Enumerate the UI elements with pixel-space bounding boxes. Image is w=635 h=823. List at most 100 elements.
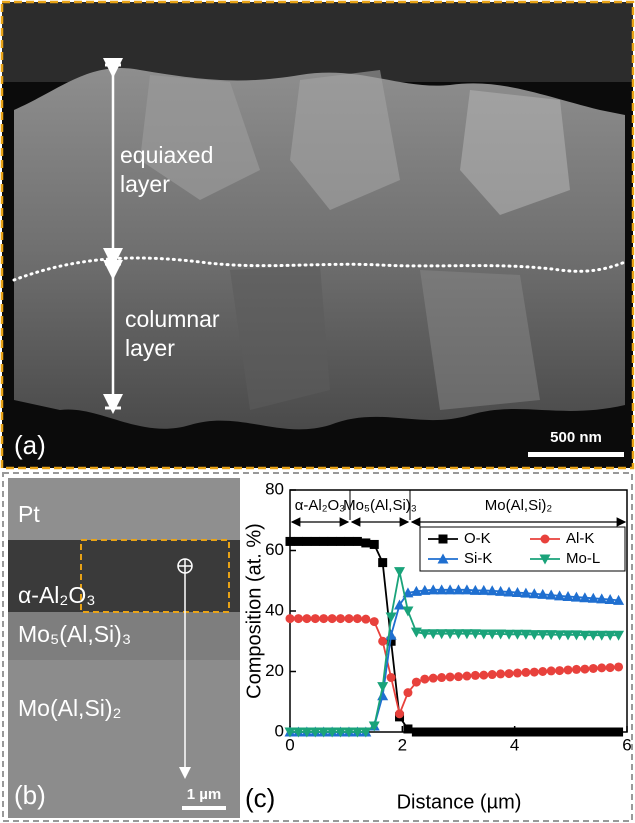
panel-a: equiaxed layer columnar layer (a) 500 nm	[2, 2, 633, 468]
data-point	[479, 671, 488, 680]
phase-label: Pt	[18, 501, 40, 527]
data-point	[302, 537, 311, 546]
pt-layer	[8, 478, 240, 540]
data-point	[555, 666, 564, 675]
data-point	[370, 617, 379, 626]
plot-frame	[290, 490, 627, 732]
data-point	[377, 682, 388, 692]
data-point	[294, 614, 303, 623]
data-point	[286, 537, 295, 546]
data-point	[336, 614, 345, 623]
data-point	[462, 728, 471, 737]
scale-bar	[182, 806, 226, 810]
phase-label: α-Al₂O₃	[18, 582, 96, 608]
x-tick-label: 0	[285, 735, 294, 754]
data-point	[446, 672, 455, 681]
data-point	[471, 728, 480, 737]
data-point	[412, 728, 421, 737]
grain	[420, 270, 540, 410]
y-tick-label: 80	[265, 479, 284, 498]
data-point	[572, 728, 581, 737]
data-point	[420, 728, 429, 737]
y-tick-label: 60	[265, 540, 284, 559]
data-point	[286, 614, 295, 623]
chart: 0204060800246α-Al₂O₃Mo₅(Al,Si)₃Mo(Al,Si)…	[265, 479, 632, 754]
data-point	[462, 672, 471, 681]
annotation: layer	[125, 335, 175, 361]
data-point	[319, 614, 328, 623]
x-axis-title: Distance (µm)	[397, 791, 522, 813]
y-tick-label: 40	[265, 600, 284, 619]
data-point	[564, 728, 573, 737]
data-point	[437, 673, 446, 682]
data-point	[420, 675, 429, 684]
data-point	[488, 728, 497, 737]
data-point	[454, 728, 463, 737]
data-point	[378, 558, 387, 567]
data-point	[513, 669, 522, 678]
data-point	[547, 728, 556, 737]
data-point	[471, 671, 480, 680]
data-point	[479, 728, 488, 737]
data-point	[412, 678, 421, 687]
y-tick-label: 0	[275, 721, 284, 740]
data-point	[361, 615, 370, 624]
data-point	[311, 614, 320, 623]
data-point	[344, 537, 353, 546]
data-point	[521, 728, 530, 737]
data-point	[538, 728, 547, 737]
phase-label: Mo₅(Al,Si)₃	[18, 621, 131, 647]
data-point	[614, 662, 623, 671]
data-point	[336, 537, 345, 546]
data-point	[505, 669, 514, 678]
data-point	[437, 728, 446, 737]
annotation: layer	[120, 171, 170, 197]
legend-label: O-K	[464, 530, 491, 547]
legend-marker	[439, 535, 448, 544]
data-point	[580, 728, 589, 737]
data-point	[597, 728, 606, 737]
data-point	[513, 728, 522, 737]
data-point	[597, 663, 606, 672]
legend-label: Al-K	[566, 530, 594, 547]
data-point	[521, 668, 530, 677]
data-point	[402, 607, 413, 617]
x-tick-label: 2	[398, 735, 407, 754]
annotation: columnar	[125, 306, 220, 332]
region-label: Mo₅(Al,Si)₃	[343, 497, 417, 514]
data-point	[589, 728, 598, 737]
data-point	[328, 537, 337, 546]
data-point	[488, 670, 497, 679]
annotation: equiaxed	[120, 142, 213, 168]
data-point	[403, 688, 412, 697]
data-point	[555, 728, 564, 737]
data-point	[378, 637, 387, 646]
data-point	[353, 537, 362, 546]
data-point	[530, 728, 539, 737]
data-point	[429, 728, 438, 737]
data-point	[386, 630, 397, 640]
figure: equiaxed layer columnar layer (a) 500 nm…	[0, 0, 635, 823]
scale-bar-label: 500 nm	[550, 429, 602, 446]
x-tick-label: 4	[510, 735, 519, 754]
data-point	[429, 674, 438, 683]
data-point	[370, 540, 379, 549]
data-point	[302, 614, 311, 623]
data-point	[403, 724, 412, 733]
x-tick-label: 6	[622, 735, 631, 754]
data-point	[530, 668, 539, 677]
page: {"panel_a": {"label": "(a)", "annotation…	[0, 0, 635, 823]
panel-label: (c)	[245, 783, 275, 813]
data-point	[606, 728, 615, 737]
data-point	[294, 537, 303, 546]
data-point	[614, 728, 623, 737]
data-point	[580, 665, 589, 674]
scale-bar	[528, 452, 624, 457]
data-point	[361, 538, 370, 547]
data-point	[564, 665, 573, 674]
data-point	[446, 728, 455, 737]
panel-label: (a)	[14, 430, 46, 460]
scale-bar-label: 1 µm	[187, 786, 222, 803]
panel-b: Pt α-Al₂O₃ Mo₅(Al,Si)₃ Mo(Al,Si)₂ (b) 1 …	[8, 478, 240, 818]
legend-label: Mo-L	[566, 550, 600, 567]
